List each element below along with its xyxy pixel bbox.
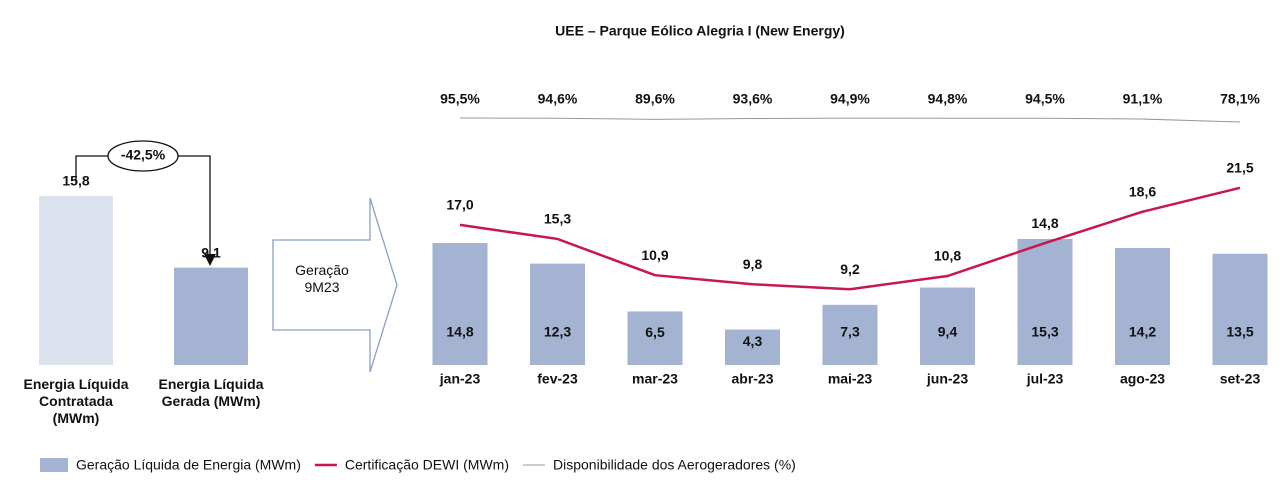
value-label: 15,8 [62,173,89,189]
value-label: 17,0 [446,197,473,213]
bar [39,195,113,365]
value-label: 93,6% [733,91,773,107]
bar [432,243,488,365]
value-label: 10,8 [934,248,961,264]
value-label: 7,3 [840,324,860,340]
legend-swatch [40,458,68,472]
value-label: 89,6% [635,91,675,107]
value-label: 4,3 [743,333,763,349]
value-label: 21,5 [1226,160,1253,176]
bar [530,263,585,365]
value-label: 9,1 [201,244,221,260]
value-label: 6,5 [645,324,665,340]
legend-label: Geração Líquida de Energia (MWm) [76,457,301,473]
value-label: 9,2 [840,261,860,277]
value-label: 14,8 [1031,215,1058,231]
x-tick-label: jul-23 [1026,371,1064,387]
x-tick-label: set-23 [1220,371,1261,387]
legend-label: Disponibilidade dos Aerogeradores (%) [553,457,796,473]
value-label: 94,8% [928,91,968,107]
value-label: 10,9 [641,247,668,263]
block-arrow [272,197,398,373]
value-label: 9,4 [938,324,958,340]
connector [178,155,211,256]
note: Geração 9M23 [295,262,349,295]
bar [627,311,683,365]
x-tick-label: jun-23 [926,371,968,387]
bar [174,267,248,365]
bar [1115,247,1170,365]
value-label: 15,3 [544,211,571,227]
value-label: 15,3 [1031,324,1058,340]
value-label: 95,5% [440,91,480,107]
value-label: 14,2 [1129,324,1156,340]
bar [1212,253,1268,365]
x-tick-label: jan-23 [439,371,481,387]
x-tick-label: Energia Líquida Gerada (MWm) [158,376,264,409]
value-label: 91,1% [1123,91,1163,107]
value-label: 18,6 [1129,183,1156,199]
value-label: 12,3 [544,324,571,340]
value-label: 94,5% [1025,91,1065,107]
line [459,186,1241,291]
value-label: 94,6% [538,91,578,107]
x-tick-label: mai-23 [828,371,873,387]
x-tick-label: Energia Líquida Contratada (MWm) [23,376,129,426]
bar [920,287,975,365]
arrow-head [204,254,216,266]
value-label: 13,5 [1226,324,1253,340]
value-label: 94,9% [830,91,870,107]
value-label: 14,8 [446,324,473,340]
availability-line [459,117,1241,123]
x-tick-label: ago-23 [1120,371,1165,387]
bar [1017,238,1073,365]
annotation: -42,5% [121,147,166,163]
connector [75,155,108,183]
annotation-box [107,140,179,172]
x-tick-label: fev-23 [537,371,578,387]
value-label: 78,1% [1220,91,1260,107]
bar [822,304,878,365]
x-tick-label: abr-23 [731,371,773,387]
chart-title: UEE – Parque Eólico Alegria I (New Energ… [555,23,845,39]
bar [725,329,780,365]
legend-label: Certificação DEWI (MWm) [345,457,509,473]
x-tick-label: mar-23 [632,371,678,387]
value-label: 9,8 [743,256,763,272]
